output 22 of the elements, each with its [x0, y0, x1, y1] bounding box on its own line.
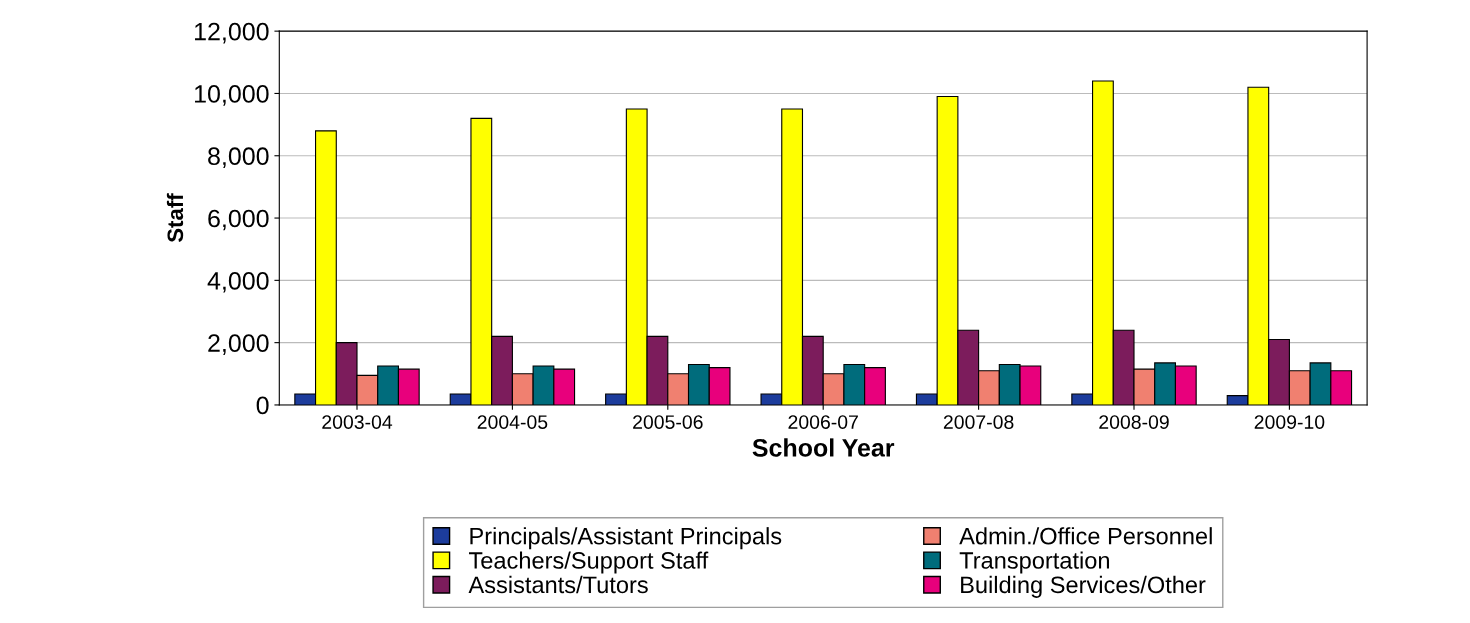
legend-label: Building Services/Other — [961, 575, 1206, 598]
x-tick-label: 2008-09 — [1099, 415, 1169, 429]
y-tick-label: 10,000 — [195, 85, 269, 106]
x-tick-label: 2005-06 — [633, 415, 703, 429]
x-axis-title: School Year — [752, 438, 895, 457]
legend-label: Admin./Office Personnel — [959, 527, 1212, 545]
y-tick-label: 6,000 — [208, 209, 269, 231]
x-tick-label: 2003-04 — [322, 415, 393, 429]
x-tick-label: 2006-07 — [788, 415, 858, 429]
x-tick-label: 2007-08 — [943, 415, 1014, 429]
legend-label: Transportation — [959, 551, 1109, 574]
legend-label: Principals/Assistant Principals — [470, 527, 782, 550]
y-axis-title: Staff — [166, 193, 184, 243]
x-tick-label: 2004-05 — [477, 415, 548, 429]
y-tick-label: 8,000 — [208, 147, 269, 169]
legend-label: Teachers/Support Staff — [469, 551, 709, 574]
legend-label: Assistants/Tutors — [468, 575, 648, 594]
y-tick-label: 2,000 — [208, 334, 269, 355]
y-tick-label: 4,000 — [207, 271, 269, 293]
y-tick-label: 12,000 — [195, 22, 269, 44]
x-tick-label: 2009-10 — [1254, 415, 1325, 429]
y-tick-label: 0 — [256, 396, 269, 415]
